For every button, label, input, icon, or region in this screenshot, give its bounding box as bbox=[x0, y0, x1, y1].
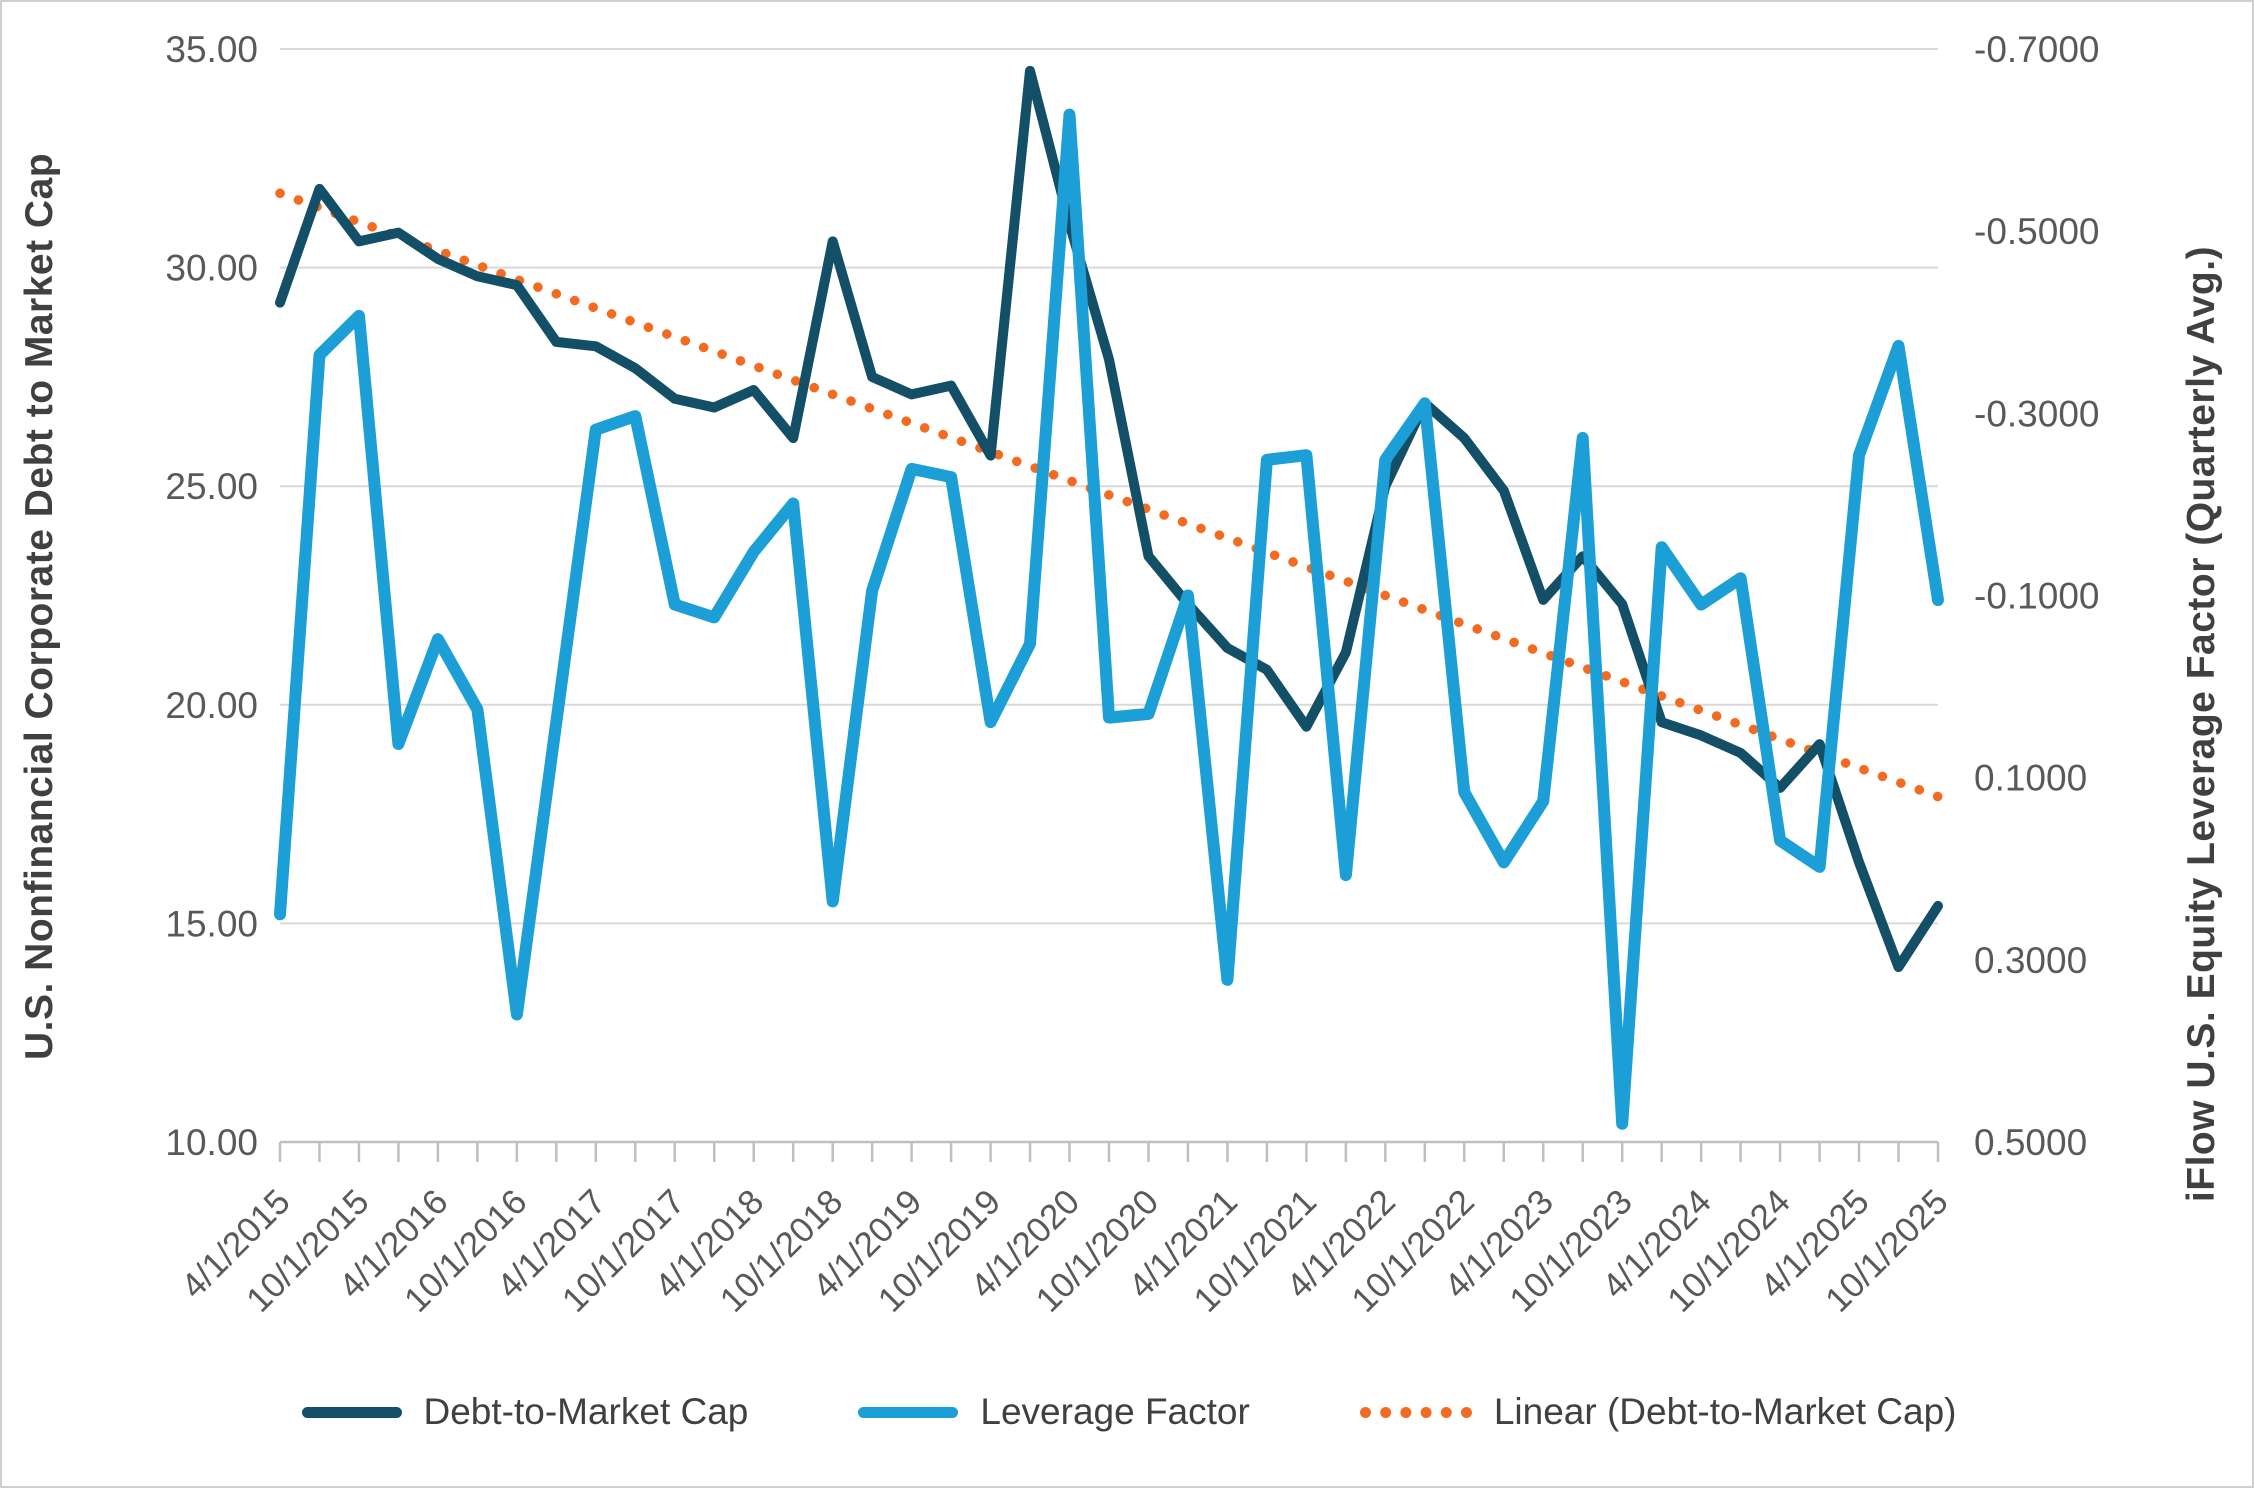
legend-item-linear-trend: Linear (Debt-to-Market Cap) bbox=[1359, 1391, 1957, 1433]
left-axis-tick-label: 20.00 bbox=[165, 685, 258, 726]
left-axis-tick-label: 25.00 bbox=[165, 466, 258, 507]
right-axis-tick-label: 0.1000 bbox=[1974, 758, 2087, 799]
legend-label: Debt-to-Market Cap bbox=[423, 1391, 749, 1432]
legend-item-debt-to-market-cap: Debt-to-Market Cap bbox=[301, 1391, 749, 1433]
trendline-swatch-icon bbox=[1359, 1406, 1472, 1418]
right-axis-tick-label: 0.3000 bbox=[1974, 940, 2087, 981]
legend: Debt-to-Market Cap Leverage Factor Linea… bbox=[2, 1377, 2254, 1447]
legend-label: Leverage Factor bbox=[980, 1391, 1250, 1432]
left-axis-tick-label: 10.00 bbox=[165, 1122, 258, 1163]
right-axis-tick-label: -0.3000 bbox=[1974, 393, 2100, 434]
leverage-factor-swatch-icon bbox=[858, 1406, 959, 1418]
left-axis-tick-label: 15.00 bbox=[165, 903, 258, 944]
right-axis-tick-label: -0.5000 bbox=[1974, 211, 2100, 252]
left-axis-tick-label: 35.00 bbox=[165, 29, 258, 70]
trendline-linear-debt-to-market-cap bbox=[275, 188, 1943, 802]
right-axis-tick-label: -0.7000 bbox=[1974, 29, 2100, 70]
legend-item-leverage-factor: Leverage Factor bbox=[858, 1391, 1250, 1433]
right-axis-tick-label: 0.5000 bbox=[1974, 1122, 2087, 1163]
leverage-factor-line bbox=[274, 108, 1944, 1130]
debt-to-market-cap-line bbox=[275, 65, 1943, 973]
right-axis-tick-label: -0.1000 bbox=[1974, 576, 2100, 617]
left-axis-tick-label: 30.00 bbox=[165, 248, 258, 289]
legend-label: Linear (Debt-to-Market Cap) bbox=[1493, 1391, 1957, 1432]
debt-to-market-cap-swatch-icon bbox=[301, 1406, 402, 1418]
